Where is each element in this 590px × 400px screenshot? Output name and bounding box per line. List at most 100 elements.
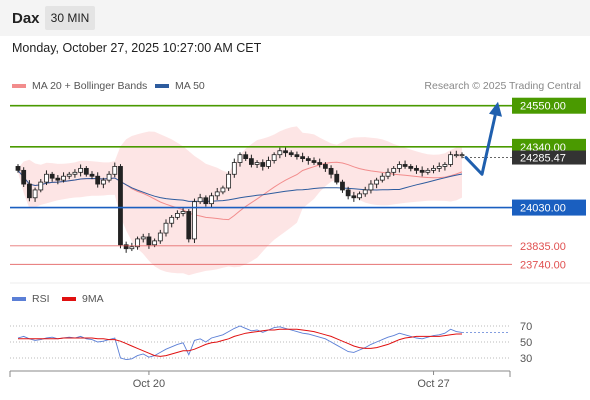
candle-body xyxy=(152,240,158,246)
candle xyxy=(163,219,169,237)
candle xyxy=(174,210,180,220)
candle xyxy=(396,161,402,173)
candle xyxy=(311,157,317,165)
timeframe-button[interactable]: 30 MIN xyxy=(45,6,95,30)
candle xyxy=(340,179,345,193)
candle xyxy=(322,162,328,172)
candle-body xyxy=(305,158,311,161)
pivot-level-tag xyxy=(512,199,586,216)
candle xyxy=(305,156,311,165)
candle-body xyxy=(271,154,277,161)
candle-body xyxy=(146,236,152,246)
candle-body xyxy=(112,166,118,175)
candle-body xyxy=(135,238,140,248)
chart-datetime: Monday, October 27, 2025 10:27:00 AM CET xyxy=(12,41,262,55)
candle-body xyxy=(402,164,408,167)
candle xyxy=(44,170,49,186)
candle xyxy=(72,169,78,178)
candle-body xyxy=(248,158,254,165)
candle-body xyxy=(351,195,357,199)
candle-body xyxy=(38,181,44,191)
candle xyxy=(32,187,38,202)
candle xyxy=(180,207,186,217)
candle-body xyxy=(140,236,146,240)
candle xyxy=(135,236,140,250)
candle xyxy=(260,159,266,171)
candle-body xyxy=(106,173,112,181)
candle xyxy=(243,151,249,161)
candle xyxy=(214,187,220,200)
candle-body xyxy=(226,173,232,189)
ma50-label: MA 50 xyxy=(175,80,205,92)
candle-body xyxy=(368,183,374,191)
candle-body xyxy=(157,232,163,242)
candle-body xyxy=(322,164,328,169)
candle-body xyxy=(379,175,385,181)
candle-body xyxy=(288,152,294,156)
ma9-legend-label: 9MA xyxy=(82,293,104,305)
level-label: 23835.00 xyxy=(520,241,566,253)
bollinger-band xyxy=(18,126,462,276)
candle-body xyxy=(89,173,95,177)
candle xyxy=(431,165,436,174)
x-tick-label: Oct 27 xyxy=(417,378,449,390)
candle-body xyxy=(311,160,317,163)
candle xyxy=(442,162,448,171)
candle xyxy=(317,158,323,168)
candle xyxy=(334,170,340,185)
candle-body xyxy=(231,162,237,175)
candle-body xyxy=(95,175,101,185)
legend-9ma: 9MA xyxy=(62,293,104,305)
rsi-line xyxy=(17,325,463,361)
candle-body xyxy=(78,167,84,173)
candle xyxy=(436,162,442,172)
candle-body xyxy=(419,169,425,173)
candle xyxy=(209,192,214,208)
ma50-swatch xyxy=(155,84,169,89)
candle-body xyxy=(277,150,283,156)
candle-body xyxy=(357,193,362,199)
candle-body xyxy=(61,175,66,181)
projection-arrow xyxy=(464,110,498,176)
candle xyxy=(374,177,380,189)
candle-body xyxy=(100,179,106,185)
candle xyxy=(157,229,163,244)
candle-body xyxy=(345,189,351,197)
candle xyxy=(95,172,101,188)
candle-body xyxy=(15,166,21,171)
candle xyxy=(26,180,32,202)
candle xyxy=(425,168,431,175)
candle xyxy=(328,165,334,179)
candle-body xyxy=(44,173,49,183)
candle xyxy=(385,168,391,180)
candle-body xyxy=(294,154,300,158)
candle xyxy=(61,172,66,183)
candle xyxy=(231,158,237,178)
candle xyxy=(300,152,306,163)
candle xyxy=(197,193,203,205)
candle-body xyxy=(317,162,323,165)
candle-body xyxy=(362,189,368,195)
candle-body xyxy=(129,246,135,250)
research-credit: Research © 2025 Trading Central xyxy=(424,80,581,92)
legend-ma20: MA 20 + Bollinger Bands xyxy=(12,80,147,92)
rsi-legend-label: RSI xyxy=(32,293,50,305)
candle-body xyxy=(186,211,192,240)
candle xyxy=(345,186,351,200)
candle-body xyxy=(300,156,306,159)
candle xyxy=(357,191,362,201)
symbol-name: Dax xyxy=(12,10,40,27)
candle-body xyxy=(425,169,431,173)
candle-body xyxy=(169,216,175,224)
candle-body xyxy=(442,164,448,167)
candle-body xyxy=(66,173,72,177)
candle-body xyxy=(72,171,78,175)
candle xyxy=(362,186,368,197)
candle xyxy=(140,233,146,243)
candle-body xyxy=(192,201,197,240)
candle xyxy=(55,175,61,185)
candle-body xyxy=(431,167,436,171)
candle xyxy=(38,178,44,193)
candle-body xyxy=(436,166,442,169)
